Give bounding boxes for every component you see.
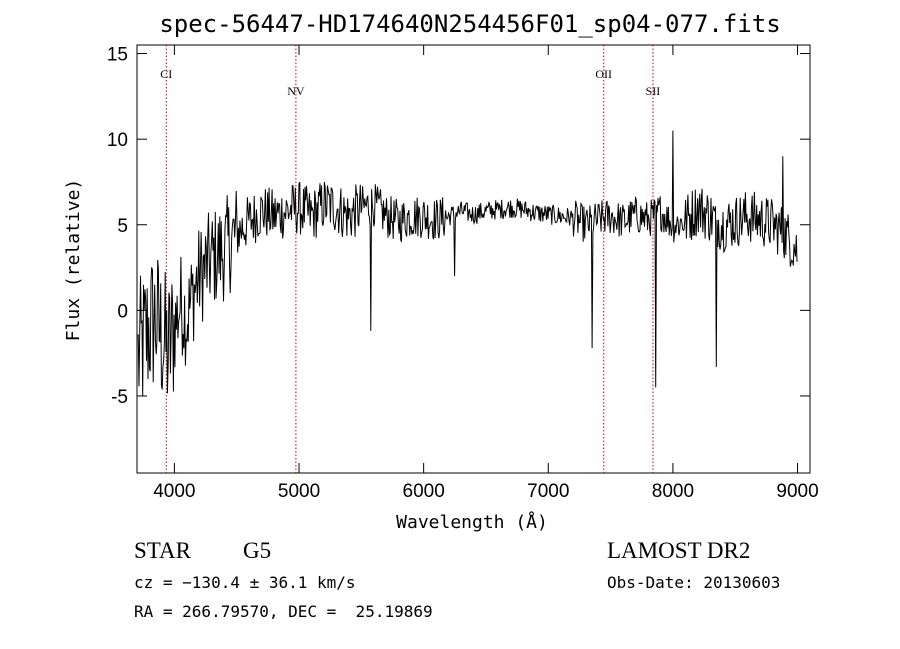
redshift-cz: cz = −130.4 ± 36.1 km/s (134, 573, 356, 592)
x-tick-label: 9000 (776, 481, 818, 502)
x-axis-label: Wavelength (Å) (396, 511, 548, 533)
x-tick-label: 7000 (527, 481, 569, 502)
plot-frame (136, 44, 811, 474)
line-marker-label: SII (646, 84, 661, 98)
line-marker-label: CI (160, 67, 172, 81)
object-class: STAR (134, 538, 191, 563)
y-tick-label: 5 (117, 216, 128, 237)
x-tick-label: 5000 (278, 481, 320, 502)
object-subclass: G5 (243, 538, 272, 563)
chart-title: spec-56447-HD174640N254456F01_sp04-077.f… (159, 10, 780, 38)
y-axis-label: Flux (relative) (63, 179, 84, 342)
y-tick-label: 15 (107, 45, 128, 66)
y-tick-label: 0 (117, 301, 128, 322)
survey-name: LAMOST DR2 (607, 538, 751, 563)
x-tick-label: 6000 (403, 481, 445, 502)
spectrum-line (137, 130, 798, 397)
line-marker-label: NV (287, 84, 305, 98)
y-tick-label: -5 (111, 387, 128, 408)
x-tick-label: 8000 (652, 481, 694, 502)
ra-dec: RA = 266.79570, DEC = 25.19869 (134, 602, 433, 621)
line-marker-label: OII (595, 67, 612, 81)
observation-date: Obs-Date: 20130603 (607, 573, 781, 592)
spectrum-series (137, 130, 798, 397)
y-tick-label: 10 (107, 130, 128, 151)
x-tick-label: 4000 (153, 481, 195, 502)
axis-ticks: 4000 5000 6000 7000 8000 9000 -5 0 5 10 15 (107, 45, 819, 502)
spectral-line-markers: CI NV OII SII (160, 45, 660, 473)
